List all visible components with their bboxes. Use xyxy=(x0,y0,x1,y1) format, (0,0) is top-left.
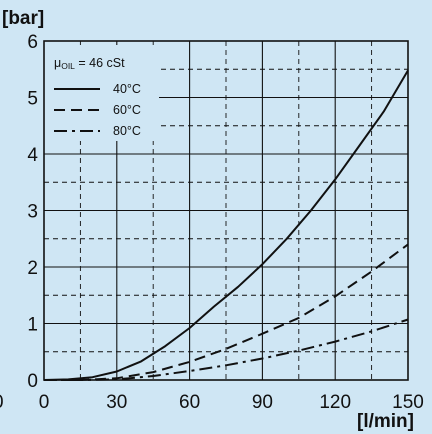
y-axis-ticks: 0 1 2 3 4 5 6 xyxy=(27,32,38,392)
y-tick-label: 1 xyxy=(27,315,38,336)
x-tick-label: 90 xyxy=(252,392,273,413)
plot-border xyxy=(43,40,409,381)
x-tick-label: 30 xyxy=(106,392,127,413)
x-tick-label: 0 xyxy=(39,392,50,413)
y-tick-label: 0 xyxy=(27,371,38,392)
y-tick-label: 5 xyxy=(27,89,38,110)
y-tick-label: 2 xyxy=(27,258,38,279)
viscosity-value: = 46 cSt xyxy=(75,56,125,70)
legend: μOIL = 46 cSt 40°C 60°C 80°C xyxy=(54,56,141,138)
x-axis-ticks: 0 30 60 90 120 150 xyxy=(39,392,424,413)
y-axis-label: [bar] xyxy=(2,8,44,29)
series-line-1 xyxy=(43,69,409,381)
grid xyxy=(44,41,408,380)
extra-left-tick-label: 0 xyxy=(0,392,4,413)
y-tick-label: 3 xyxy=(27,202,38,223)
viscosity-label: μOIL = 46 cSt xyxy=(54,56,125,71)
x-tick-label: 120 xyxy=(319,392,351,413)
legend-background xyxy=(44,45,159,141)
x-tick-label: 60 xyxy=(179,392,200,413)
mu-symbol: μ xyxy=(54,56,61,70)
legend-label-3: 80°C xyxy=(113,124,141,138)
y-tick-label: 4 xyxy=(27,145,38,166)
y-tick-label: 6 xyxy=(27,32,38,53)
mu-subscript: OIL xyxy=(61,61,75,71)
legend-label-2: 60°C xyxy=(113,103,141,117)
x-tick-label: 150 xyxy=(392,392,424,413)
x-axis-label: [l/min] xyxy=(357,411,414,432)
legend-label-1: 40°C xyxy=(113,82,141,96)
